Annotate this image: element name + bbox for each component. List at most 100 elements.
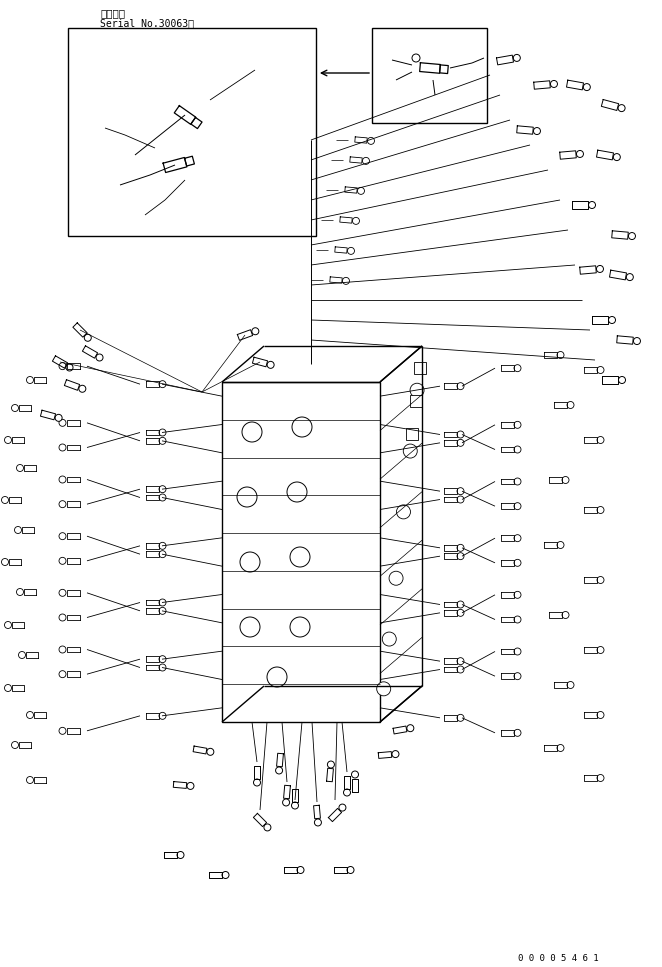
Circle shape: [5, 685, 11, 691]
Circle shape: [534, 128, 540, 134]
Circle shape: [96, 354, 103, 361]
Circle shape: [457, 553, 464, 560]
Circle shape: [628, 232, 636, 240]
Circle shape: [26, 712, 34, 718]
Circle shape: [514, 559, 521, 567]
Circle shape: [5, 436, 11, 444]
Circle shape: [597, 366, 604, 373]
Circle shape: [159, 542, 166, 549]
Circle shape: [19, 652, 26, 659]
Circle shape: [514, 365, 521, 371]
Circle shape: [159, 429, 166, 436]
Circle shape: [514, 729, 521, 736]
Circle shape: [514, 422, 521, 428]
Circle shape: [514, 446, 521, 453]
Circle shape: [264, 824, 271, 831]
Bar: [68, 28, 316, 236]
Bar: [414, 362, 426, 374]
Circle shape: [159, 494, 166, 501]
Circle shape: [597, 712, 604, 718]
Circle shape: [457, 383, 464, 390]
Circle shape: [457, 601, 464, 608]
Circle shape: [562, 611, 569, 619]
Circle shape: [159, 550, 166, 558]
Circle shape: [291, 802, 299, 809]
Circle shape: [5, 622, 11, 629]
Circle shape: [352, 771, 359, 778]
Circle shape: [514, 535, 521, 542]
Circle shape: [410, 383, 424, 397]
Circle shape: [267, 667, 287, 687]
Circle shape: [159, 437, 166, 444]
Circle shape: [240, 617, 260, 637]
Circle shape: [347, 866, 354, 873]
Bar: [406, 428, 418, 441]
Circle shape: [59, 671, 66, 678]
Circle shape: [59, 363, 66, 369]
Circle shape: [275, 767, 283, 774]
Circle shape: [222, 871, 229, 878]
Circle shape: [457, 609, 464, 616]
Circle shape: [66, 364, 73, 371]
Circle shape: [367, 137, 375, 144]
Circle shape: [583, 83, 591, 91]
Circle shape: [267, 362, 274, 368]
Circle shape: [59, 646, 66, 653]
Circle shape: [352, 218, 359, 224]
Circle shape: [514, 503, 521, 510]
Circle shape: [589, 201, 596, 209]
Circle shape: [290, 547, 310, 567]
Circle shape: [59, 533, 66, 540]
Circle shape: [237, 487, 257, 507]
Circle shape: [26, 777, 34, 783]
Circle shape: [557, 351, 564, 359]
Circle shape: [514, 648, 521, 655]
Circle shape: [15, 526, 21, 534]
Bar: [222, 382, 380, 722]
Circle shape: [457, 658, 464, 664]
Circle shape: [597, 436, 604, 444]
Circle shape: [159, 713, 166, 719]
Circle shape: [597, 576, 604, 583]
Circle shape: [292, 417, 312, 437]
Text: 0 0 0 0 5 4 6 1: 0 0 0 0 5 4 6 1: [518, 954, 598, 963]
Circle shape: [608, 316, 616, 324]
Circle shape: [314, 819, 322, 826]
Circle shape: [457, 487, 464, 495]
Circle shape: [1, 559, 9, 566]
Circle shape: [577, 151, 583, 158]
Circle shape: [626, 274, 634, 280]
Circle shape: [357, 188, 365, 194]
Circle shape: [59, 501, 66, 508]
Circle shape: [59, 476, 66, 483]
Circle shape: [597, 647, 604, 654]
Circle shape: [567, 401, 574, 408]
Circle shape: [159, 656, 166, 662]
Circle shape: [252, 328, 259, 335]
Circle shape: [382, 632, 397, 646]
Circle shape: [159, 607, 166, 614]
Circle shape: [84, 335, 91, 341]
Circle shape: [596, 266, 604, 273]
Circle shape: [17, 464, 23, 472]
Circle shape: [457, 544, 464, 551]
Circle shape: [618, 376, 626, 384]
Circle shape: [457, 715, 464, 721]
Bar: [372, 28, 487, 123]
Circle shape: [457, 439, 464, 447]
Circle shape: [59, 420, 66, 426]
Circle shape: [242, 422, 262, 442]
Circle shape: [339, 805, 346, 811]
Circle shape: [297, 866, 304, 873]
Circle shape: [551, 80, 557, 87]
Circle shape: [11, 742, 19, 748]
Circle shape: [412, 54, 420, 62]
Circle shape: [283, 799, 289, 806]
Circle shape: [59, 589, 66, 597]
Circle shape: [159, 599, 166, 606]
Circle shape: [207, 748, 214, 755]
Circle shape: [567, 682, 574, 689]
Text: 適用号機: 適用号機: [100, 8, 125, 18]
Circle shape: [17, 589, 23, 596]
Circle shape: [11, 404, 19, 412]
